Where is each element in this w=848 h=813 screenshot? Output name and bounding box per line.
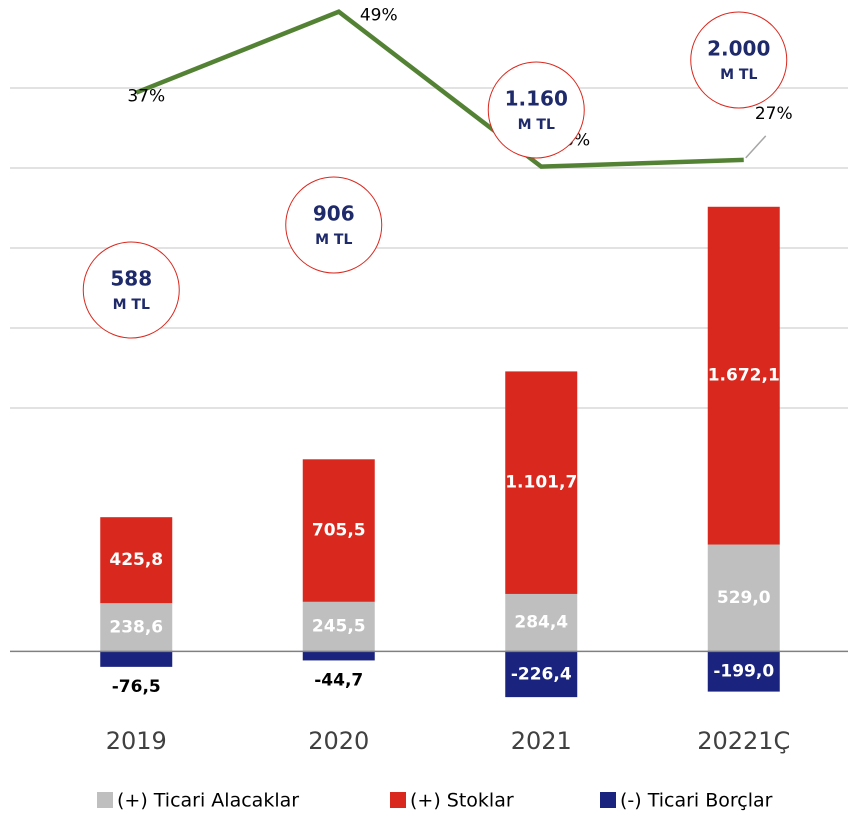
legend-entry: (+) Stoklar bbox=[390, 790, 514, 812]
legend-label: (+) Ticari Alacaklar bbox=[117, 790, 299, 812]
line-label: 49% bbox=[360, 6, 398, 26]
bar-segment bbox=[505, 371, 578, 594]
total-label: 906 bbox=[313, 202, 355, 226]
legend-swatch bbox=[600, 792, 616, 808]
bar-segment bbox=[707, 544, 780, 652]
bar-segment bbox=[505, 651, 578, 698]
legend-label: (+) Stoklar bbox=[410, 790, 514, 812]
bar-segment bbox=[100, 603, 173, 652]
bar-segment bbox=[505, 593, 578, 652]
legend-swatch bbox=[97, 792, 113, 808]
total-circle bbox=[487, 61, 585, 159]
line-label: 27% bbox=[755, 104, 793, 124]
data-label: 284,4 bbox=[514, 613, 568, 633]
x-tick-label: 20221Ç bbox=[697, 727, 790, 755]
data-label: 529,0 bbox=[717, 588, 771, 608]
bar-segment bbox=[100, 517, 173, 604]
total-circle bbox=[285, 176, 383, 274]
data-label: 245,5 bbox=[312, 617, 366, 637]
x-tick-label: 2019 bbox=[106, 727, 167, 755]
data-label: -226,4 bbox=[511, 664, 572, 684]
legend-entry: (+) Ticari Alacaklar bbox=[97, 790, 299, 812]
bar-segment bbox=[707, 206, 780, 545]
data-label: 705,5 bbox=[312, 521, 366, 541]
total-label: 2.000 bbox=[707, 37, 770, 61]
total-unit: M TL bbox=[315, 232, 352, 248]
data-label: -44,7 bbox=[314, 670, 363, 690]
total-label: 1.160 bbox=[505, 87, 568, 111]
bar-segment bbox=[302, 651, 375, 661]
total-unit: M TL bbox=[113, 297, 150, 313]
x-tick-label: 2021 bbox=[511, 727, 572, 755]
bar-segment bbox=[302, 459, 375, 602]
data-label: -76,5 bbox=[112, 677, 161, 697]
legend-label: (-) Ticari Borçlar bbox=[620, 790, 773, 812]
x-tick-label: 2020 bbox=[308, 727, 369, 755]
line-label: 37% bbox=[127, 87, 165, 107]
bar-segment bbox=[100, 651, 173, 667]
data-label: 425,8 bbox=[109, 550, 163, 570]
legend-entry: (-) Ticari Borçlar bbox=[600, 790, 773, 812]
leader-line bbox=[745, 135, 767, 159]
data-label: 1.101,7 bbox=[505, 473, 577, 493]
legend-swatch bbox=[390, 792, 406, 808]
total-label: 588 bbox=[110, 267, 152, 291]
total-circle bbox=[690, 11, 788, 109]
data-label: 238,6 bbox=[109, 617, 163, 637]
total-circle bbox=[82, 241, 180, 339]
bar-segment bbox=[302, 601, 375, 652]
total-unit: M TL bbox=[720, 67, 757, 83]
data-label: -199,0 bbox=[713, 661, 774, 681]
line bbox=[135, 9, 744, 169]
bar-segment bbox=[707, 651, 780, 692]
data-label: 1.672,1 bbox=[708, 366, 780, 386]
total-unit: M TL bbox=[518, 117, 555, 133]
